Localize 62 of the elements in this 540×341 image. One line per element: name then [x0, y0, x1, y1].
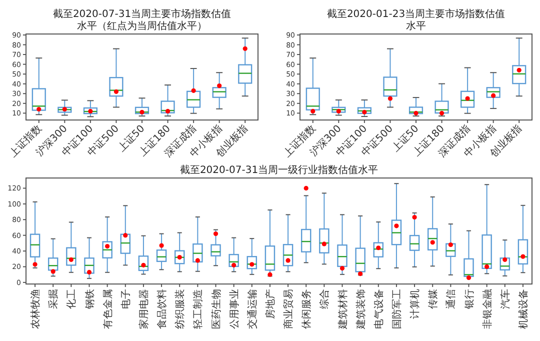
point	[394, 224, 399, 228]
x-tick-label: 钢铁	[84, 289, 96, 310]
point	[484, 264, 490, 270]
point	[448, 242, 453, 248]
point	[36, 106, 42, 112]
x-tick-label: 农林牧渔	[30, 289, 42, 329]
point	[32, 262, 38, 267]
x-tick-label: 公用事业	[228, 289, 240, 329]
point	[304, 186, 308, 191]
point	[491, 93, 496, 98]
x-tick-label: 建筑装饰	[354, 289, 367, 330]
x-tick-label: 电子	[120, 289, 132, 309]
x-tick-label: 轻工制造	[192, 289, 204, 329]
x-tick-label: 建筑材料	[336, 289, 349, 330]
point	[502, 257, 508, 262]
point	[340, 266, 345, 271]
x-tick-label: 家用电器	[138, 289, 150, 329]
point	[159, 243, 164, 248]
x-tick-label: 化工	[66, 289, 78, 309]
point	[213, 231, 218, 236]
point	[191, 88, 196, 93]
point	[388, 96, 393, 101]
point	[322, 242, 326, 246]
point	[516, 68, 522, 72]
point	[217, 83, 222, 88]
x-tick-label: 采掘	[48, 289, 60, 309]
x-tick-label: 机械设备	[517, 289, 530, 329]
x-tick-label: 电气设备	[372, 289, 385, 329]
point	[105, 244, 110, 249]
x-tick-label: 房地产	[264, 289, 276, 319]
point	[430, 240, 435, 245]
point	[114, 89, 119, 94]
point	[50, 269, 56, 274]
x-tick-label: 综合	[318, 289, 331, 309]
point	[86, 270, 92, 275]
point	[123, 233, 128, 238]
point	[165, 108, 170, 114]
x-tick-label: 银行	[464, 289, 476, 310]
point	[268, 272, 272, 277]
x-tick-label: 商业贸易	[282, 289, 295, 329]
point	[242, 46, 248, 51]
x-tick-label: 交通运输	[246, 289, 258, 329]
x-tick-label: 国防军工	[390, 289, 403, 329]
x-tick-label: 非银金融	[481, 289, 494, 329]
chart-title: 截至2020-07-31当周主要市场指数估值水平（红点为当周估值水平）	[52, 8, 232, 32]
point	[232, 262, 236, 268]
point	[412, 214, 417, 220]
x-tick-label: 有色金属	[102, 289, 114, 329]
x-tick-label: 通信	[445, 289, 458, 309]
chart-title: 截至2020-07-31当周一级行业指数估值水平	[180, 164, 378, 176]
chart-title: 截至2020-01-23当周主要市场指数估值水平	[326, 8, 506, 32]
x-tick-label: 纺织服装	[174, 289, 186, 329]
point	[195, 258, 200, 263]
x-tick-label: 食品饮料	[156, 289, 168, 329]
point	[520, 254, 526, 259]
x-tick-label: 汽车	[499, 289, 512, 309]
x-tick-label: 休闲服务	[300, 289, 313, 329]
x-tick-label: 医药生物	[210, 289, 222, 329]
point	[286, 258, 290, 263]
point	[68, 257, 74, 262]
x-tick-label: 计算机	[409, 289, 422, 319]
x-tick-label: 传媒	[428, 289, 440, 309]
